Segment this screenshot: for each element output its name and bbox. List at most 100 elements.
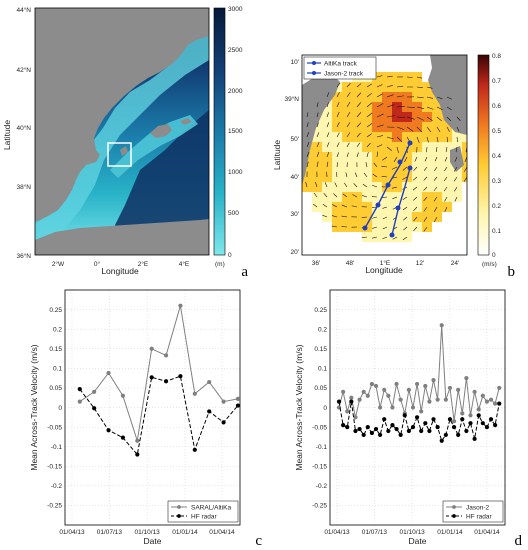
current-arrow — [334, 182, 338, 188]
x-tick-label: 01/04/13 — [59, 529, 85, 536]
current-arrow — [402, 166, 408, 171]
current-arrow — [426, 106, 434, 110]
legend-altika-marker — [312, 61, 316, 65]
panel-b-lon-tick: 48' — [346, 260, 354, 267]
altika-track-point — [385, 182, 391, 188]
data-point-hf-radar — [456, 432, 461, 438]
legend-box — [167, 500, 239, 523]
plot-frame — [64, 289, 241, 526]
panel-b-lon-tick: 36' — [312, 260, 320, 267]
data-point-satellite — [394, 381, 399, 387]
current-arrow — [336, 102, 340, 108]
current-arrow — [434, 216, 438, 223]
current-arrow — [336, 122, 340, 128]
panel-a-lat-tick: 38°N — [16, 183, 31, 191]
current-arrow — [396, 95, 404, 98]
current-arrow — [376, 144, 383, 148]
current-arrow — [413, 206, 418, 211]
x-tick-label: 01/04/13 — [324, 529, 350, 536]
current-arrow — [402, 196, 408, 200]
panel-b-label: b — [508, 264, 516, 280]
velocity-cell — [462, 162, 467, 172]
panel-b-legend-box — [303, 56, 377, 80]
current-arrow — [316, 151, 320, 158]
current-arrow — [463, 176, 467, 182]
current-arrow — [433, 176, 438, 181]
current-arrow — [366, 123, 373, 128]
current-arrow — [316, 122, 319, 128]
data-point-satellite — [431, 377, 436, 383]
legend-marker — [177, 514, 181, 518]
current-arrow — [335, 172, 338, 178]
altika-track-point — [407, 140, 413, 146]
current-arrow — [456, 136, 458, 143]
current-arrow — [396, 136, 403, 142]
current-arrow — [322, 204, 328, 208]
current-arrow — [361, 216, 368, 218]
plot-frame — [329, 289, 506, 526]
current-arrow — [396, 126, 405, 131]
current-arrow — [434, 156, 438, 162]
current-arrow — [444, 196, 448, 202]
current-arrow — [426, 116, 433, 122]
panel-b-lat-tick: 40' — [291, 174, 299, 181]
current-arrow — [434, 206, 438, 212]
y-tick-label: -0.15 — [47, 464, 62, 471]
velocity-colorbar-tick: 0.1 — [492, 228, 501, 235]
current-arrow — [455, 146, 458, 153]
panel-b-frame — [301, 54, 468, 256]
current-arrow — [386, 94, 394, 98]
current-arrow — [356, 112, 362, 118]
current-arrow — [354, 172, 358, 178]
current-arrow — [366, 102, 373, 108]
depth-colorbar-tick: 1000 — [228, 169, 243, 176]
current-arrow — [413, 216, 418, 222]
data-point-satellite — [341, 389, 346, 394]
current-arrow — [336, 82, 341, 88]
data-point-satellite — [414, 381, 420, 387]
current-arrow — [416, 86, 423, 89]
panel-b-lon-tick: 12' — [416, 260, 424, 267]
velocity-cell — [462, 142, 467, 152]
data-point-satellite — [468, 413, 473, 418]
jason-track-point — [395, 205, 401, 211]
current-arrow — [376, 103, 384, 108]
current-arrow — [372, 184, 378, 188]
current-arrow — [416, 106, 425, 109]
current-arrow — [346, 132, 351, 138]
panel-a-lon-tick: 0° — [94, 260, 101, 268]
current-arrow — [376, 124, 384, 128]
data-point-hf-radar — [497, 401, 502, 406]
current-arrow — [446, 136, 449, 143]
data-point-hf-radar — [221, 420, 226, 425]
data-point-satellite — [345, 409, 350, 414]
data-point-satellite — [419, 409, 424, 414]
current-arrow — [381, 175, 388, 178]
data-point-hf-radar — [135, 452, 140, 457]
current-arrow — [326, 92, 330, 98]
data-point-satellite — [488, 397, 494, 402]
panel-b-map: AltiKa track Jason-2 track 10' 39°N 50' … — [272, 53, 515, 280]
current-arrow — [306, 161, 309, 168]
current-arrow — [413, 166, 418, 171]
data-point-hf-radar — [345, 424, 350, 430]
data-point-satellite — [460, 411, 465, 416]
legend-altika-label: AltiKa track — [324, 61, 358, 68]
current-arrow — [392, 236, 398, 240]
current-arrow — [423, 166, 428, 171]
current-arrow — [435, 146, 438, 152]
data-point-hf-radar — [163, 379, 169, 384]
panel-b-lat-tick: 10' — [291, 59, 299, 66]
data-point-satellite — [423, 383, 428, 389]
balearic-shelf-zone — [110, 115, 198, 178]
panel-a-lon-tick: 4°E — [179, 260, 190, 268]
depth-colorbar-tick: 2500 — [228, 47, 243, 54]
current-arrow — [386, 146, 392, 151]
panel-c-label: c — [255, 533, 262, 549]
current-arrow — [416, 96, 424, 99]
current-arrow — [326, 161, 329, 168]
current-arrow — [306, 132, 310, 138]
y-tick-label: 0.2 — [318, 326, 327, 333]
data-point-satellite — [163, 353, 169, 358]
series-line-satellite — [338, 325, 500, 422]
